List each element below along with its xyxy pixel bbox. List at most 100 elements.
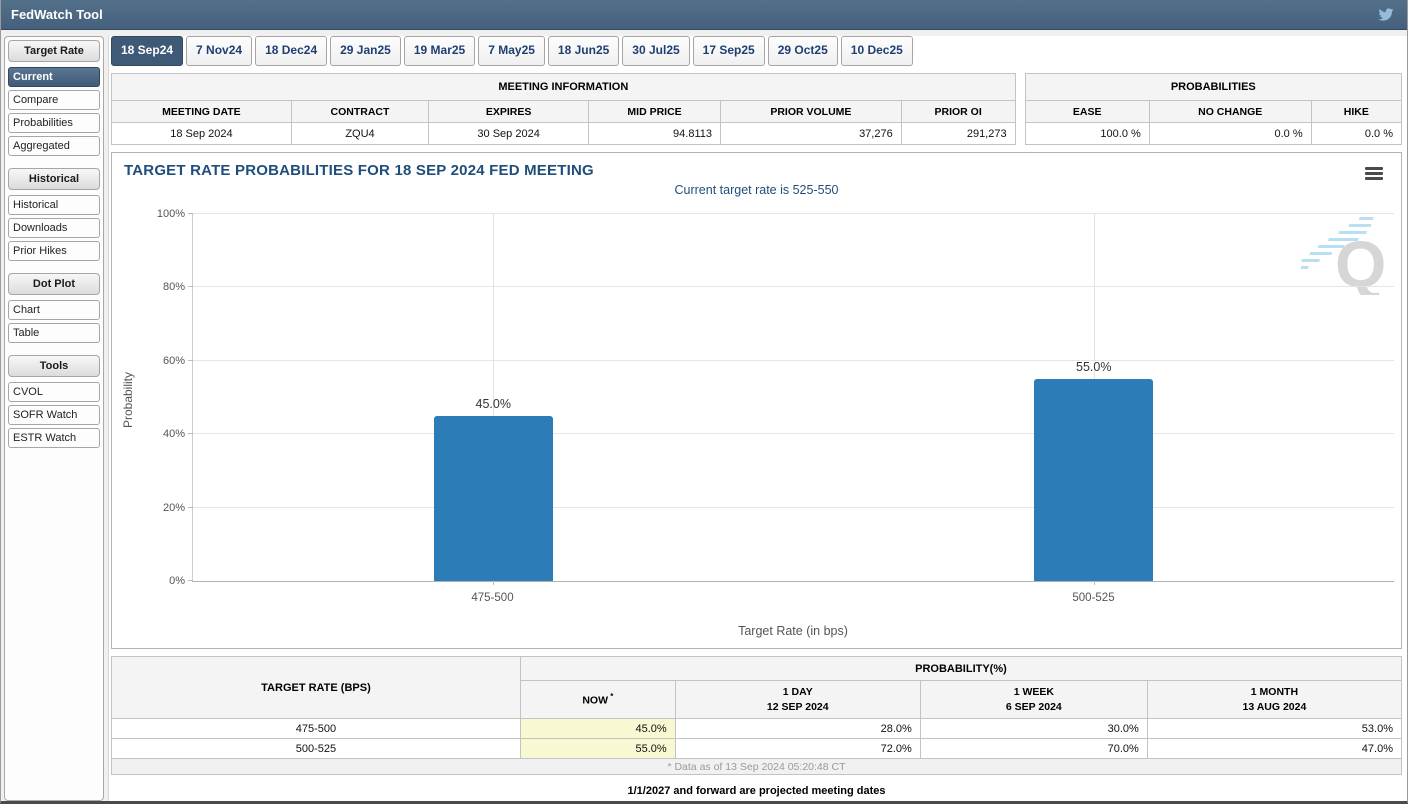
sidebar-item-chart[interactable]: Chart xyxy=(8,300,100,320)
bar-475-500[interactable] xyxy=(433,415,553,581)
info-tables-row: MEETING INFORMATION MEETING DATE CONTRACT E… xyxy=(111,73,1403,145)
tab-18-dec24[interactable]: 18 Dec24 xyxy=(255,36,328,66)
tab-7-nov24[interactable]: 7 Nov24 xyxy=(186,36,253,66)
sidebar: Target Rate Current Compare Probabilities Ag… xyxy=(4,36,104,801)
x-tick-mark xyxy=(1093,581,1095,585)
column-header-1-month: 1 MONTH 13 AUG 2024 xyxy=(1146,680,1403,719)
meeting-date-tabs: 18 Sep24 7 Nov24 18 Dec24 29 Jan25 19 Mar25 7… xyxy=(111,36,1402,66)
tab-18-jun25[interactable]: 18 Jun25 xyxy=(547,36,620,66)
target-rate-chart-panel: TARGET RATE PROBABILITIES FOR 18 SEP 202… xyxy=(111,152,1402,649)
twitter-icon[interactable] xyxy=(1377,7,1395,22)
y-tick-mark xyxy=(188,433,193,435)
page-title: FedWatch Tool xyxy=(11,7,103,22)
x-axis-category-labels: 475-500 500-525 xyxy=(192,588,1394,606)
rate-cell: 500-525 xyxy=(111,738,521,759)
gridline-80 xyxy=(193,286,1394,288)
bar-500-525[interactable] xyxy=(1034,379,1154,581)
month-probability-cell: 47.0% xyxy=(1146,738,1403,759)
sidebar-column: Target Rate Current Compare Probabilities Ag… xyxy=(1,36,108,801)
sidebar-item-current[interactable]: Current xyxy=(8,67,100,87)
x-axis-label: Target Rate (in bps) xyxy=(738,624,848,638)
week-probability-cell: 70.0% xyxy=(919,738,1148,759)
bar-value-label-500-525: 55.0% xyxy=(1076,360,1112,375)
category-label-475-500: 475-500 xyxy=(471,592,514,604)
target-rate-bps-header: TARGET RATE (BPS) xyxy=(111,656,521,719)
y-tick-label-20: 20% xyxy=(162,501,185,514)
sidebar-item-compare[interactable]: Compare xyxy=(8,90,100,110)
projected-dates-note: 1/1/2027 and forward are projected meeti… xyxy=(627,785,886,797)
cell-ease: 100.0 % xyxy=(1024,122,1150,145)
y-tick-label-40: 40% xyxy=(162,428,185,441)
cell-contract: ZQU4 xyxy=(290,122,430,145)
sidebar-item-probabilities[interactable]: Probabilities xyxy=(8,113,100,133)
day-probability-cell: 28.0% xyxy=(674,718,921,739)
column-header-no-change: NO CHANGE xyxy=(1148,100,1312,123)
cell-no-change: 0.0 % xyxy=(1148,122,1312,145)
tab-19-mar25[interactable]: 19 Mar25 xyxy=(403,36,476,66)
cell-mid-price: 94.8113 xyxy=(588,122,721,145)
sidebar-item-prior-hikes[interactable]: Prior Hikes xyxy=(8,241,100,261)
column-header-prior-oi: PRIOR OI xyxy=(900,100,1016,123)
sidebar-section-tools: Tools xyxy=(8,355,100,377)
sidebar-item-historical[interactable]: Historical xyxy=(8,195,100,215)
now-probability-cell: 45.0% xyxy=(519,718,676,739)
rate-cell: 475-500 xyxy=(111,718,521,739)
tab-18-sep24[interactable]: 18 Sep24 xyxy=(111,36,184,66)
tab-7-may25[interactable]: 7 May25 xyxy=(478,36,545,66)
cell-hike: 0.0 % xyxy=(1310,122,1403,145)
probability-history-table: TARGET RATE (BPS) PROBABILITY(%) NOW * 1 DA… xyxy=(111,656,1403,775)
month-probability-cell: 53.0% xyxy=(1146,718,1403,739)
y-tick-mark xyxy=(188,213,193,214)
chart-subtitle: Current target rate is 525-550 xyxy=(674,183,839,197)
tab-10-dec25[interactable]: 10 Dec25 xyxy=(840,36,913,66)
sidebar-section-dot-plot: Dot Plot xyxy=(8,273,100,295)
probabilities-summary-table: PROBABILITIES EASE NO CHANGE HIKE 100.0 % 0.0… xyxy=(1024,73,1403,145)
tab-29-jan25[interactable]: 29 Jan25 xyxy=(330,36,401,66)
cell-meeting-date: 18 Sep 2024 xyxy=(111,122,292,145)
column-header-expires: EXPIRES xyxy=(428,100,590,123)
sidebar-section-target-rate: Target Rate xyxy=(8,40,100,62)
tab-30-jul25[interactable]: 30 Jul25 xyxy=(622,36,690,66)
gridline-100 xyxy=(193,213,1394,214)
y-tick-mark xyxy=(188,506,193,508)
y-tick-mark xyxy=(188,286,193,288)
y-tick-label-100: 100% xyxy=(156,208,185,220)
column-header-contract: CONTRACT xyxy=(290,100,430,123)
gridline-40 xyxy=(193,433,1394,435)
title-bar: FedWatch Tool xyxy=(1,0,1407,30)
sidebar-item-sofr-watch[interactable]: SOFR Watch xyxy=(8,405,100,425)
cell-prior-volume: 37,276 xyxy=(720,122,902,145)
cell-expires: 30 Sep 2024 xyxy=(428,122,590,145)
sidebar-item-estr-watch[interactable]: ESTR Watch xyxy=(8,428,100,448)
tab-29-oct25[interactable]: 29 Oct25 xyxy=(767,36,838,66)
cell-prior-oi: 291,273 xyxy=(900,122,1016,145)
sidebar-item-aggregated[interactable]: Aggregated xyxy=(8,136,100,156)
sidebar-item-downloads[interactable]: Downloads xyxy=(8,218,100,238)
y-tick-label-0: 0% xyxy=(169,575,185,587)
probabilities-header: PROBABILITIES xyxy=(1024,73,1403,101)
column-header-ease: EASE xyxy=(1024,100,1150,123)
column-header-1-week: 1 WEEK 6 SEP 2024 xyxy=(919,680,1148,719)
sidebar-section-historical: Historical xyxy=(8,168,100,190)
y-axis-label: Probability xyxy=(121,371,135,429)
day-probability-cell: 72.0% xyxy=(674,738,921,759)
sidebar-item-cvol[interactable]: CVOL xyxy=(8,382,100,402)
now-probability-cell: 55.0% xyxy=(519,738,676,759)
tab-17-sep25[interactable]: 17 Sep25 xyxy=(692,36,765,66)
column-header-1-day: 1 DAY 12 SEP 2024 xyxy=(674,680,921,719)
meeting-information-table: MEETING INFORMATION MEETING DATE CONTRACT E… xyxy=(111,73,1016,145)
column-header-now: NOW * xyxy=(519,680,676,719)
gridline-20 xyxy=(193,506,1394,508)
sidebar-item-table[interactable]: Table xyxy=(8,323,100,343)
y-tick-mark xyxy=(188,359,193,361)
probability-group-header: PROBABILITY(%) xyxy=(519,656,1403,681)
chart-title: TARGET RATE PROBABILITIES FOR 18 SEP 202… xyxy=(124,162,594,179)
bar-chart-plot-area: 0% 20% 40% 60% 80% 100% 45.0% 55.0% xyxy=(157,208,1394,587)
column-header-meeting-date: MEETING DATE xyxy=(111,100,292,123)
main-panel: 18 Sep24 7 Nov24 18 Dec24 29 Jan25 19 Mar25 7… xyxy=(108,36,1407,801)
content-region: Target Rate Current Compare Probabilities Ag… xyxy=(1,30,1407,801)
gridline-60 xyxy=(193,359,1394,361)
column-header-mid-price: MID PRICE xyxy=(588,100,721,123)
chart-menu-icon[interactable] xyxy=(1365,167,1383,180)
data-as-of-note: * Data as of 13 Sep 2024 05:20:48 CT xyxy=(111,758,1402,775)
